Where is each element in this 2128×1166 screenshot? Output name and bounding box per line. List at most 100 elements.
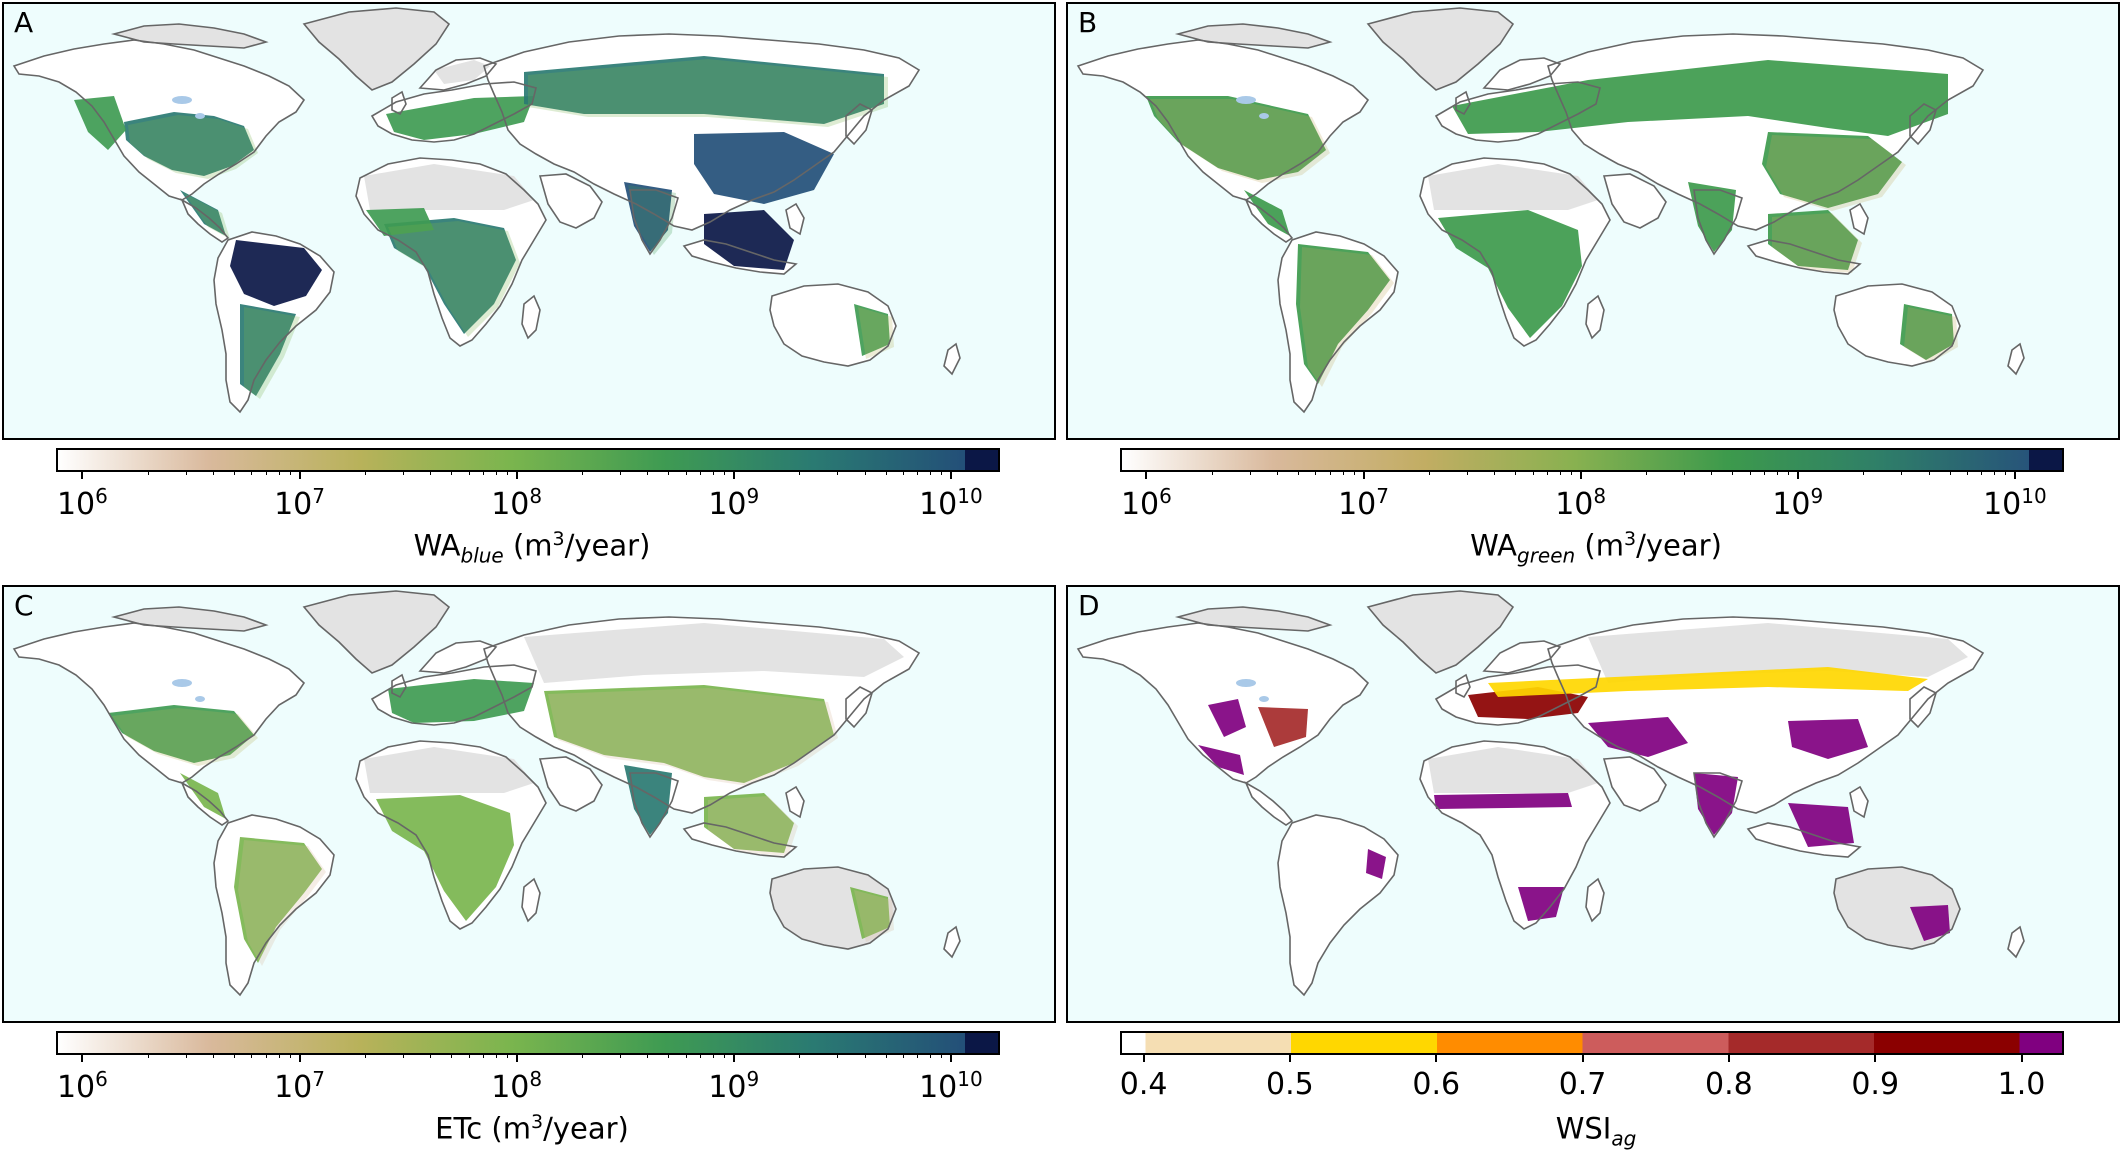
coastline-australia — [769, 866, 897, 950]
data-region-africa — [376, 795, 514, 921]
colorbar-minor-tick — [289, 1053, 291, 1058]
colorbar-minor-tick — [251, 470, 253, 475]
tick-exponent: 6 — [95, 484, 108, 508]
tick-exponent: 9 — [746, 484, 760, 508]
colorbar-minor-tick — [1966, 470, 1968, 475]
colorbar-tick-label: 108 — [491, 484, 542, 522]
tick-exponent: 9 — [746, 1067, 760, 1091]
land-central-america — [1246, 783, 1292, 825]
data-texture-asia — [548, 688, 838, 786]
colorbar-minor-tick — [1646, 470, 1648, 475]
coastline-new-zealand — [2007, 925, 2025, 959]
colorbar-tick-label: 107 — [1338, 484, 1389, 522]
colorbar-minor-tick — [723, 1053, 725, 1058]
lake — [172, 679, 192, 687]
data-texture-north-america — [1150, 99, 1330, 183]
coastline-south-america — [213, 814, 335, 997]
map-canvas — [1076, 590, 2025, 997]
colorbar-minor-tick — [837, 1053, 839, 1058]
colorbar-minor-tick — [1547, 470, 1549, 475]
data-region-middle-east — [1588, 717, 1688, 757]
coastline-madagascar — [521, 877, 541, 923]
colorbar-tick — [81, 1053, 84, 1062]
coastline-uk — [391, 673, 407, 699]
colorbar-minor-tick — [451, 470, 453, 475]
coastline-arabia — [538, 756, 603, 812]
colorbar-minor-tick — [1863, 470, 1865, 475]
masked-siberia — [524, 623, 904, 683]
colorbar-minor-tick — [430, 470, 432, 475]
coastline-indonesia — [682, 239, 798, 275]
colorbar-tick — [2013, 470, 2016, 479]
data-texture-australia-e — [1904, 307, 1958, 363]
colorbar-tick-label: 0.6 — [1412, 1067, 1461, 1102]
coastline-madagascar — [1585, 294, 1605, 340]
colorbar-minor-tick — [265, 1053, 267, 1058]
data-region-india — [1688, 182, 1736, 252]
tick-exponent: 8 — [1593, 484, 1607, 508]
coastline-central-america — [180, 781, 230, 826]
colorbar-tick-label: 109 — [708, 1067, 759, 1105]
coastline-asia — [1547, 33, 1985, 231]
tick-base: 10 — [919, 487, 958, 522]
colorbar-tick — [515, 1053, 518, 1062]
tick-base: 10 — [491, 1070, 530, 1105]
tick-base: 10 — [1983, 487, 2022, 522]
land-north-america — [14, 623, 304, 783]
colorbar — [1120, 1031, 2064, 1055]
coastline-uk — [1455, 673, 1471, 699]
coastline-africa — [355, 740, 547, 930]
data-texture-north-america-e — [128, 115, 258, 179]
colorbar-tick — [949, 470, 952, 479]
coastline-scandinavia — [418, 57, 498, 91]
coastline-arctic-islands — [110, 606, 269, 632]
data-texture-siberia — [528, 59, 888, 127]
colorbar-tick-label: 109 — [708, 484, 759, 522]
colorbar-minor-tick — [213, 1053, 215, 1058]
coastline-madagascar — [521, 294, 541, 340]
tick-exponent: 7 — [1376, 484, 1390, 508]
colorbar-minor-tick — [1298, 470, 1300, 475]
colorbar-minor-tick — [506, 470, 508, 475]
land-scandinavia — [420, 641, 496, 673]
colorbar-title: WAgreen (m3/year) — [1470, 528, 1722, 568]
coastline-europe — [370, 664, 537, 726]
coastline-scandinavia — [1482, 57, 1562, 91]
colorbar-tick-label: 0.5 — [1266, 1067, 1314, 1102]
colorbar-tick — [2020, 1053, 2023, 1062]
coastline-central-america — [180, 198, 230, 243]
coastline-uk — [391, 90, 407, 116]
colorbar-tick-label: 107 — [274, 484, 325, 522]
colorbar-minor-tick — [251, 1053, 253, 1058]
colorbar-title: WAblue (m3/year) — [413, 528, 651, 568]
colorbar-tick-label: 109 — [1772, 484, 1823, 522]
world-map — [1066, 585, 2120, 1023]
tick-exponent: 8 — [529, 484, 543, 508]
colorbar-minor-tick — [668, 1053, 670, 1058]
data-region-africa — [1438, 210, 1582, 338]
lake — [1259, 113, 1269, 119]
data-region-south-south — [240, 304, 296, 396]
data-region-australia-e — [854, 304, 890, 356]
coastline-new-zealand — [943, 925, 961, 959]
colorbar-minor-tick — [582, 1053, 584, 1058]
colorbar-minor-tick — [430, 1053, 432, 1058]
colorbar-minor-tick — [364, 1053, 366, 1058]
tick-exponent: 8 — [529, 1067, 543, 1091]
masked-greenland — [304, 8, 449, 90]
colorbar-minor-tick — [620, 1053, 622, 1058]
colorbar-minor-tick — [1993, 470, 1995, 475]
colorbar-minor-tick — [451, 1053, 453, 1058]
panel-letter: C — [14, 589, 34, 622]
data-region-south-america — [1296, 244, 1390, 384]
colorbar-minor-tick — [403, 1053, 405, 1058]
colorbar-tick-label: 106 — [57, 484, 108, 522]
colorbar-minor-tick — [1711, 470, 1713, 475]
data-region-china — [694, 132, 834, 204]
map-canvas — [12, 590, 961, 997]
masked-sahara — [1428, 164, 1598, 210]
data-region-north-america — [1146, 96, 1326, 180]
land-madagascar — [522, 879, 540, 921]
coastline-asia — [483, 616, 921, 814]
colorbar-tick — [298, 470, 301, 479]
